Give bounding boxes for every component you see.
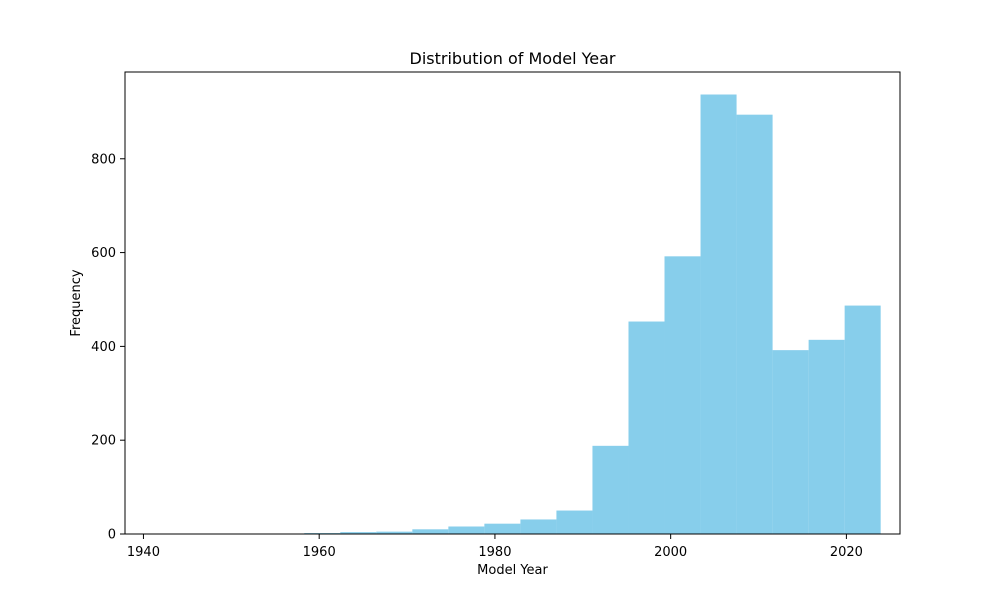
x-tick-label-2020: 2020 <box>830 545 863 560</box>
x-axis-label: Model Year <box>477 563 548 578</box>
y-axis-label: Frequency <box>69 269 84 336</box>
histogram-bar-6 <box>340 532 377 534</box>
x-tick-label-2000: 2000 <box>654 545 687 560</box>
chart-title: Distribution of Model Year <box>410 49 616 68</box>
x-tick-label-1980: 1980 <box>478 545 511 560</box>
y-tick-label-200: 200 <box>91 434 116 449</box>
x-tick-label-1960: 1960 <box>303 545 336 560</box>
plot-frame <box>124 71 901 535</box>
histogram-bar-7 <box>376 531 413 534</box>
y-tick-label-800: 800 <box>91 152 116 167</box>
histogram-bar-20 <box>844 305 881 534</box>
histogram-bar-11 <box>520 519 557 534</box>
histogram-bar-15 <box>664 256 701 534</box>
ticks-layer: 1940 1960 1980 2000 2020 0 200 400 600 800 <box>91 152 863 560</box>
y-tick-label-600: 600 <box>91 246 116 261</box>
histogram-bar-19 <box>808 339 845 534</box>
bars-layer <box>160 94 881 535</box>
histogram-bar-9 <box>448 526 485 534</box>
histogram-bar-12 <box>556 510 593 534</box>
histogram-bar-16 <box>700 94 737 534</box>
histogram-bar-18 <box>772 350 809 534</box>
histogram-bar-13 <box>592 445 629 534</box>
histogram-bar-17 <box>736 114 773 535</box>
histogram-bar-14 <box>628 321 665 534</box>
y-tick-label-400: 400 <box>91 340 116 355</box>
x-tick-label-1940: 1940 <box>127 545 160 560</box>
histogram-bar-10 <box>484 523 521 534</box>
y-tick-label-0: 0 <box>108 528 116 543</box>
histogram-bar-8 <box>412 529 449 534</box>
